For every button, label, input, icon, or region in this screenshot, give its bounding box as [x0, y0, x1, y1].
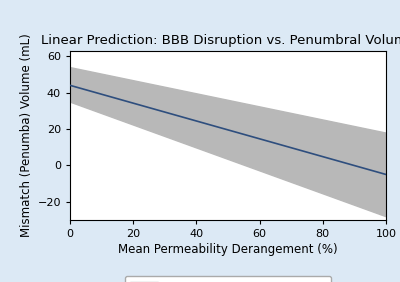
X-axis label: Mean Permeability Derangement (%): Mean Permeability Derangement (%): [118, 243, 338, 256]
Y-axis label: Mismatch (Penumba) Volume (mL): Mismatch (Penumba) Volume (mL): [20, 34, 33, 237]
Legend: 95% CI, Fitted values: 95% CI, Fitted values: [125, 276, 331, 282]
Title: Linear Prediction: BBB Disruption vs. Penumbral Volume: Linear Prediction: BBB Disruption vs. Pe…: [41, 34, 400, 47]
